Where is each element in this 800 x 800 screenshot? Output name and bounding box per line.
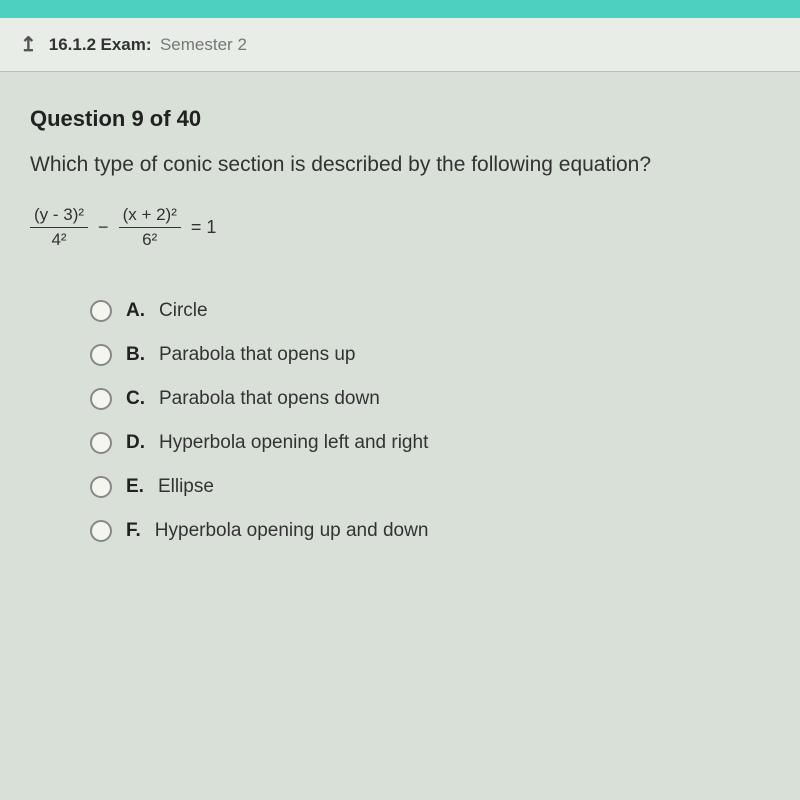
option-c[interactable]: C. Parabola that opens down [90,388,770,410]
radio-icon[interactable] [90,344,112,366]
option-b[interactable]: B. Parabola that opens up [90,344,770,366]
option-f[interactable]: F. Hyperbola opening up and down [90,520,770,542]
question-text: Which type of conic section is described… [30,150,770,179]
option-e[interactable]: E. Ellipse [90,476,770,498]
option-letter: B. [126,344,145,366]
exam-number: 16.1.2 [49,35,96,54]
option-text: Ellipse [158,476,214,498]
fraction-1: (y - 3)² 4² [30,205,88,250]
fraction-2: (x + 2)² 6² [119,205,181,250]
option-letter: E. [126,476,144,498]
question-content: Question 9 of 40 Which type of conic sec… [0,72,800,598]
radio-icon[interactable] [90,300,112,322]
option-text: Parabola that opens down [159,388,380,410]
option-letter: C. [126,388,145,410]
radio-icon[interactable] [90,388,112,410]
equation: (y - 3)² 4² − (x + 2)² 6² = 1 [30,205,770,250]
minus-sign: − [98,217,109,238]
option-a[interactable]: A. Circle [90,300,770,322]
option-letter: F. [126,520,141,542]
radio-icon[interactable] [90,432,112,454]
exam-header: ↥ 16.1.2 Exam: Semester 2 [0,18,800,72]
frac1-denominator: 4² [51,228,66,250]
frac1-numerator: (y - 3)² [30,205,88,228]
option-text: Parabola that opens up [159,344,356,366]
option-text: Hyperbola opening up and down [155,520,429,542]
equals-one: = 1 [191,217,217,238]
options-list: A. Circle B. Parabola that opens up C. P… [90,300,770,542]
option-letter: D. [126,432,145,454]
radio-icon[interactable] [90,476,112,498]
back-icon[interactable]: ↥ [20,32,37,57]
frac2-denominator: 6² [142,228,157,250]
frac2-numerator: (x + 2)² [119,205,181,228]
exam-label: Exam: [100,35,151,54]
option-text: Hyperbola opening left and right [159,432,428,454]
option-text: Circle [159,300,208,322]
radio-icon[interactable] [90,520,112,542]
exam-name: Semester 2 [160,35,247,54]
question-number: Question 9 of 40 [30,106,770,132]
option-d[interactable]: D. Hyperbola opening left and right [90,432,770,454]
top-accent-bar [0,0,800,18]
option-letter: A. [126,300,145,322]
